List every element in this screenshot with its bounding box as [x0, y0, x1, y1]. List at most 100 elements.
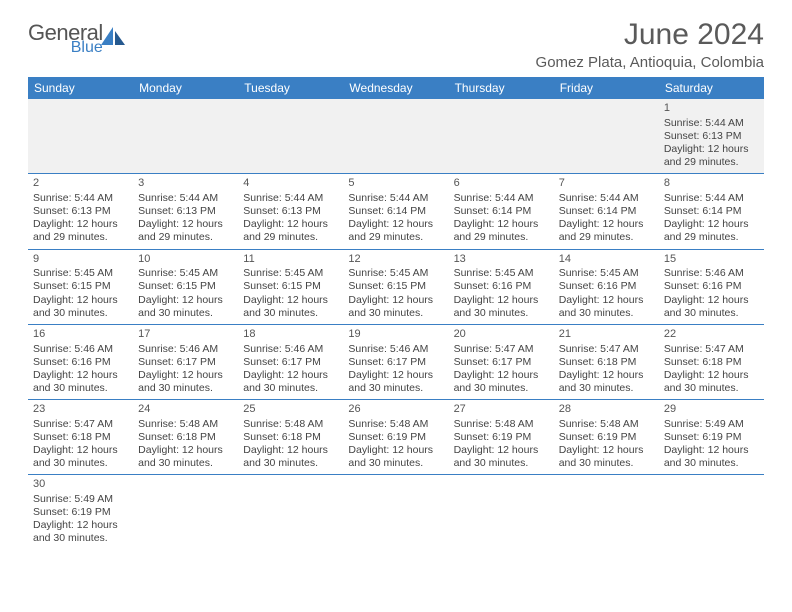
daylight-line: Daylight: 12 hours and 30 minutes. [243, 369, 338, 395]
calendar-cell: 17Sunrise: 5:46 AMSunset: 6:17 PMDayligh… [133, 324, 238, 399]
calendar-cell: 7Sunrise: 5:44 AMSunset: 6:14 PMDaylight… [554, 174, 659, 249]
calendar-cell: 28Sunrise: 5:48 AMSunset: 6:19 PMDayligh… [554, 400, 659, 475]
day-number: 13 [454, 253, 549, 267]
sunset-line: Sunset: 6:17 PM [454, 356, 549, 369]
sunset-line: Sunset: 6:18 PM [559, 356, 654, 369]
daylight-line: Daylight: 12 hours and 30 minutes. [664, 369, 759, 395]
sunset-line: Sunset: 6:17 PM [348, 356, 443, 369]
calendar-cell: 6Sunrise: 5:44 AMSunset: 6:14 PMDaylight… [449, 174, 554, 249]
sunset-line: Sunset: 6:18 PM [664, 356, 759, 369]
sunset-line: Sunset: 6:13 PM [138, 205, 233, 218]
sunrise-line: Sunrise: 5:44 AM [559, 192, 654, 205]
day-number: 10 [138, 253, 233, 267]
calendar-cell: 27Sunrise: 5:48 AMSunset: 6:19 PMDayligh… [449, 400, 554, 475]
sunset-line: Sunset: 6:13 PM [664, 130, 759, 143]
daylight-line: Daylight: 12 hours and 30 minutes. [559, 444, 654, 470]
daylight-line: Daylight: 12 hours and 29 minutes. [348, 218, 443, 244]
calendar-cell: 13Sunrise: 5:45 AMSunset: 6:16 PMDayligh… [449, 249, 554, 324]
location-subtitle: Gomez Plata, Antioquia, Colombia [536, 54, 764, 71]
calendar-cell: 2Sunrise: 5:44 AMSunset: 6:13 PMDaylight… [28, 174, 133, 249]
sunset-line: Sunset: 6:19 PM [348, 431, 443, 444]
calendar-cell [659, 475, 764, 550]
calendar-cell: 20Sunrise: 5:47 AMSunset: 6:17 PMDayligh… [449, 324, 554, 399]
sunset-line: Sunset: 6:13 PM [33, 205, 128, 218]
day-number: 4 [243, 177, 338, 191]
weekday-header: Wednesday [343, 77, 448, 99]
calendar-cell [449, 475, 554, 550]
sunrise-line: Sunrise: 5:48 AM [559, 418, 654, 431]
calendar-cell [133, 475, 238, 550]
calendar-cell [449, 99, 554, 174]
day-number: 25 [243, 403, 338, 417]
sunrise-line: Sunrise: 5:47 AM [33, 418, 128, 431]
day-number: 8 [664, 177, 759, 191]
day-number: 9 [33, 253, 128, 267]
sunrise-line: Sunrise: 5:48 AM [454, 418, 549, 431]
sunset-line: Sunset: 6:19 PM [664, 431, 759, 444]
sunset-line: Sunset: 6:19 PM [454, 431, 549, 444]
day-number: 6 [454, 177, 549, 191]
sunrise-line: Sunrise: 5:46 AM [243, 343, 338, 356]
daylight-line: Daylight: 12 hours and 30 minutes. [33, 444, 128, 470]
calendar-cell: 11Sunrise: 5:45 AMSunset: 6:15 PMDayligh… [238, 249, 343, 324]
sunset-line: Sunset: 6:15 PM [243, 280, 338, 293]
daylight-line: Daylight: 12 hours and 29 minutes. [138, 218, 233, 244]
sunset-line: Sunset: 6:15 PM [138, 280, 233, 293]
sunrise-line: Sunrise: 5:45 AM [138, 267, 233, 280]
calendar-cell [133, 99, 238, 174]
day-number: 11 [243, 253, 338, 267]
calendar-cell [343, 99, 448, 174]
calendar-cell: 10Sunrise: 5:45 AMSunset: 6:15 PMDayligh… [133, 249, 238, 324]
sunrise-line: Sunrise: 5:48 AM [348, 418, 443, 431]
calendar-header-row: SundayMondayTuesdayWednesdayThursdayFrid… [28, 77, 764, 99]
sunrise-line: Sunrise: 5:44 AM [243, 192, 338, 205]
daylight-line: Daylight: 12 hours and 30 minutes. [454, 294, 549, 320]
sunset-line: Sunset: 6:13 PM [243, 205, 338, 218]
calendar-cell [238, 475, 343, 550]
daylight-line: Daylight: 12 hours and 30 minutes. [33, 294, 128, 320]
sunrise-line: Sunrise: 5:44 AM [33, 192, 128, 205]
sunset-line: Sunset: 6:16 PM [454, 280, 549, 293]
sunset-line: Sunset: 6:15 PM [348, 280, 443, 293]
sunrise-line: Sunrise: 5:45 AM [454, 267, 549, 280]
calendar-cell: 30Sunrise: 5:49 AMSunset: 6:19 PMDayligh… [28, 475, 133, 550]
calendar-cell: 12Sunrise: 5:45 AMSunset: 6:15 PMDayligh… [343, 249, 448, 324]
sunrise-line: Sunrise: 5:45 AM [243, 267, 338, 280]
sunset-line: Sunset: 6:17 PM [243, 356, 338, 369]
sunrise-line: Sunrise: 5:46 AM [664, 267, 759, 280]
sunrise-line: Sunrise: 5:44 AM [138, 192, 233, 205]
calendar-table: SundayMondayTuesdayWednesdayThursdayFrid… [28, 77, 764, 550]
daylight-line: Daylight: 12 hours and 29 minutes. [243, 218, 338, 244]
month-title: June 2024 [536, 18, 764, 52]
calendar-cell: 29Sunrise: 5:49 AMSunset: 6:19 PMDayligh… [659, 400, 764, 475]
sunrise-line: Sunrise: 5:46 AM [348, 343, 443, 356]
day-number: 2 [33, 177, 128, 191]
daylight-line: Daylight: 12 hours and 30 minutes. [348, 294, 443, 320]
weekday-header: Friday [554, 77, 659, 99]
daylight-line: Daylight: 12 hours and 29 minutes. [33, 218, 128, 244]
calendar-cell: 23Sunrise: 5:47 AMSunset: 6:18 PMDayligh… [28, 400, 133, 475]
calendar-cell: 8Sunrise: 5:44 AMSunset: 6:14 PMDaylight… [659, 174, 764, 249]
day-number: 16 [33, 328, 128, 342]
calendar-cell: 4Sunrise: 5:44 AMSunset: 6:13 PMDaylight… [238, 174, 343, 249]
calendar-cell: 9Sunrise: 5:45 AMSunset: 6:15 PMDaylight… [28, 249, 133, 324]
calendar-cell [554, 99, 659, 174]
daylight-line: Daylight: 12 hours and 30 minutes. [664, 294, 759, 320]
day-number: 23 [33, 403, 128, 417]
sunset-line: Sunset: 6:18 PM [138, 431, 233, 444]
day-number: 29 [664, 403, 759, 417]
day-number: 12 [348, 253, 443, 267]
sunrise-line: Sunrise: 5:46 AM [138, 343, 233, 356]
day-number: 24 [138, 403, 233, 417]
calendar-cell [28, 99, 133, 174]
calendar-cell: 21Sunrise: 5:47 AMSunset: 6:18 PMDayligh… [554, 324, 659, 399]
sunrise-line: Sunrise: 5:46 AM [33, 343, 128, 356]
sunrise-line: Sunrise: 5:45 AM [348, 267, 443, 280]
daylight-line: Daylight: 12 hours and 30 minutes. [454, 369, 549, 395]
sunrise-line: Sunrise: 5:47 AM [454, 343, 549, 356]
day-number: 14 [559, 253, 654, 267]
header: General Blue June 2024 Gomez Plata, Anti… [28, 18, 764, 71]
sunset-line: Sunset: 6:19 PM [559, 431, 654, 444]
sunrise-line: Sunrise: 5:49 AM [664, 418, 759, 431]
day-number: 5 [348, 177, 443, 191]
